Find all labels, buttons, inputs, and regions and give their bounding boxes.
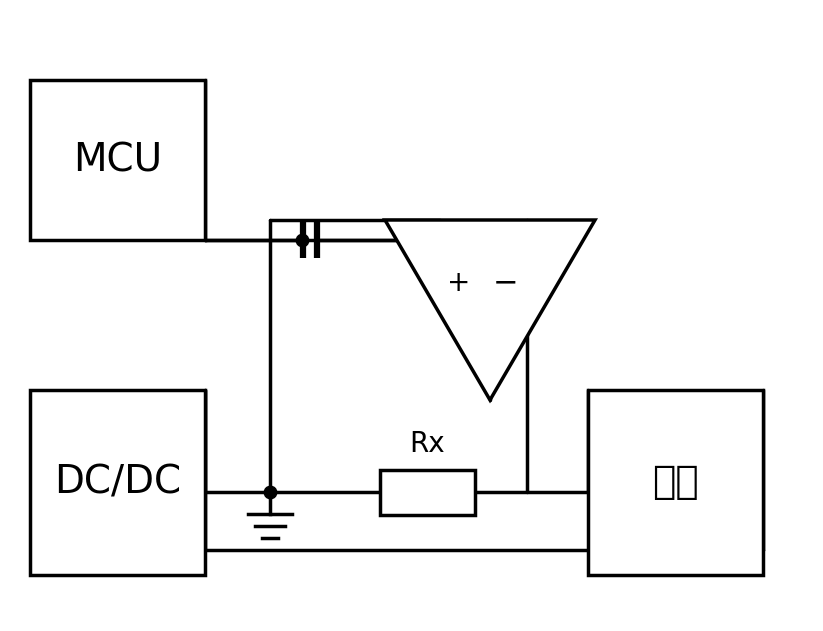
Bar — [588, 390, 763, 575]
Text: DC/DC: DC/DC — [54, 464, 181, 502]
Bar — [30, 80, 205, 240]
Text: MCU: MCU — [73, 141, 162, 179]
Text: 负载: 负载 — [652, 464, 699, 502]
Polygon shape — [385, 220, 595, 400]
Text: Rx: Rx — [410, 430, 445, 458]
Bar — [380, 470, 475, 515]
Text: −: − — [493, 269, 518, 297]
Text: +: + — [447, 269, 470, 297]
Bar — [30, 390, 205, 575]
